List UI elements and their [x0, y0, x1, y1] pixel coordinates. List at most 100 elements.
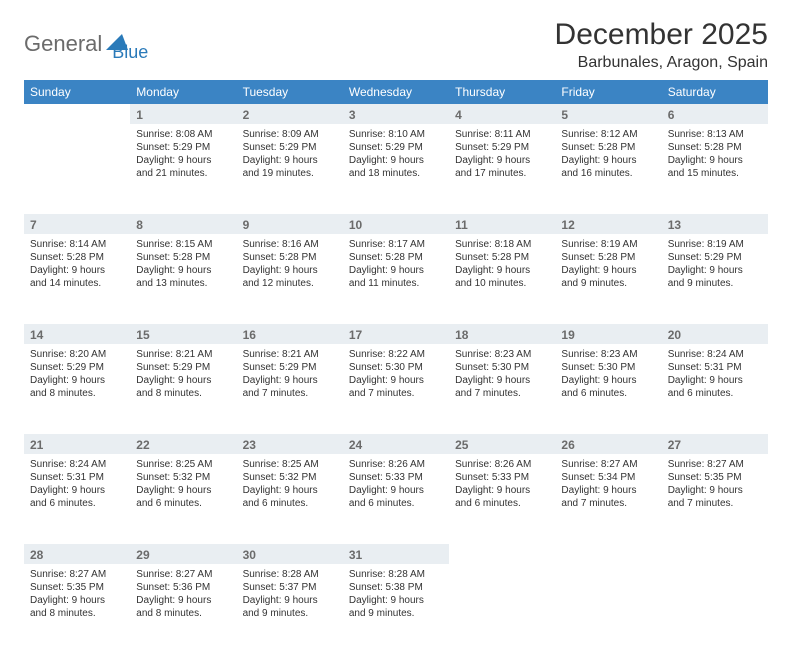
logo: General Blue — [24, 18, 148, 63]
day-cell: Sunrise: 8:26 AMSunset: 5:33 PMDaylight:… — [343, 454, 449, 544]
day-cell: Sunrise: 8:13 AMSunset: 5:28 PMDaylight:… — [662, 124, 768, 214]
day-content: Sunrise: 8:24 AMSunset: 5:31 PMDaylight:… — [668, 348, 762, 400]
day-cell: Sunrise: 8:27 AMSunset: 5:35 PMDaylight:… — [24, 564, 130, 654]
daylight-line: Daylight: 9 hours and 8 minutes. — [136, 594, 230, 620]
day-content: Sunrise: 8:23 AMSunset: 5:30 PMDaylight:… — [561, 348, 655, 400]
sunrise-line: Sunrise: 8:22 AM — [349, 348, 443, 361]
sunrise-line: Sunrise: 8:16 AM — [243, 238, 337, 251]
logo-text-general: General — [24, 31, 102, 57]
sunrise-line: Sunrise: 8:20 AM — [30, 348, 124, 361]
day-content: Sunrise: 8:11 AMSunset: 5:29 PMDaylight:… — [455, 128, 549, 180]
day-cell: Sunrise: 8:23 AMSunset: 5:30 PMDaylight:… — [555, 344, 661, 434]
day-content: Sunrise: 8:15 AMSunset: 5:28 PMDaylight:… — [136, 238, 230, 290]
day-number: 1 — [130, 104, 236, 124]
sunrise-line: Sunrise: 8:25 AM — [136, 458, 230, 471]
week-row: Sunrise: 8:27 AMSunset: 5:35 PMDaylight:… — [24, 564, 768, 654]
day-content: Sunrise: 8:20 AMSunset: 5:29 PMDaylight:… — [30, 348, 124, 400]
day-cell: Sunrise: 8:15 AMSunset: 5:28 PMDaylight:… — [130, 234, 236, 324]
day-content: Sunrise: 8:19 AMSunset: 5:29 PMDaylight:… — [668, 238, 762, 290]
day-cell: Sunrise: 8:25 AMSunset: 5:32 PMDaylight:… — [237, 454, 343, 544]
daylight-line: Daylight: 9 hours and 9 minutes. — [668, 264, 762, 290]
sunset-line: Sunset: 5:31 PM — [30, 471, 124, 484]
daylight-line: Daylight: 9 hours and 7 minutes. — [561, 484, 655, 510]
sunset-line: Sunset: 5:28 PM — [349, 251, 443, 264]
sunset-line: Sunset: 5:30 PM — [455, 361, 549, 374]
day-number: 24 — [343, 434, 449, 454]
daylight-line: Daylight: 9 hours and 17 minutes. — [455, 154, 549, 180]
daylight-line: Daylight: 9 hours and 12 minutes. — [243, 264, 337, 290]
sunrise-line: Sunrise: 8:26 AM — [349, 458, 443, 471]
day-number — [555, 544, 661, 564]
day-number: 25 — [449, 434, 555, 454]
sunrise-line: Sunrise: 8:10 AM — [349, 128, 443, 141]
sunrise-line: Sunrise: 8:15 AM — [136, 238, 230, 251]
sunset-line: Sunset: 5:28 PM — [561, 141, 655, 154]
daynum-row: 123456 — [24, 104, 768, 124]
day-cell: Sunrise: 8:28 AMSunset: 5:38 PMDaylight:… — [343, 564, 449, 654]
location-text: Barbunales, Aragon, Spain — [555, 54, 768, 72]
day-number: 31 — [343, 544, 449, 564]
day-content: Sunrise: 8:23 AMSunset: 5:30 PMDaylight:… — [455, 348, 549, 400]
day-content: Sunrise: 8:27 AMSunset: 5:35 PMDaylight:… — [668, 458, 762, 510]
day-cell: Sunrise: 8:21 AMSunset: 5:29 PMDaylight:… — [130, 344, 236, 434]
daylight-line: Daylight: 9 hours and 11 minutes. — [349, 264, 443, 290]
sunrise-line: Sunrise: 8:17 AM — [349, 238, 443, 251]
sunset-line: Sunset: 5:28 PM — [30, 251, 124, 264]
day-number — [449, 544, 555, 564]
day-number: 3 — [343, 104, 449, 124]
day-cell — [662, 564, 768, 654]
daylight-line: Daylight: 9 hours and 13 minutes. — [136, 264, 230, 290]
day-content: Sunrise: 8:09 AMSunset: 5:29 PMDaylight:… — [243, 128, 337, 180]
sunrise-line: Sunrise: 8:19 AM — [561, 238, 655, 251]
daylight-line: Daylight: 9 hours and 6 minutes. — [561, 374, 655, 400]
day-number: 6 — [662, 104, 768, 124]
logo-text-blue: Blue — [112, 42, 148, 63]
sunrise-line: Sunrise: 8:28 AM — [349, 568, 443, 581]
day-cell: Sunrise: 8:19 AMSunset: 5:28 PMDaylight:… — [555, 234, 661, 324]
day-number: 16 — [237, 324, 343, 344]
day-content: Sunrise: 8:13 AMSunset: 5:28 PMDaylight:… — [668, 128, 762, 180]
day-number — [662, 544, 768, 564]
day-cell: Sunrise: 8:16 AMSunset: 5:28 PMDaylight:… — [237, 234, 343, 324]
day-cell: Sunrise: 8:11 AMSunset: 5:29 PMDaylight:… — [449, 124, 555, 214]
day-header: Wednesday — [343, 80, 449, 104]
day-header: Tuesday — [237, 80, 343, 104]
sunset-line: Sunset: 5:35 PM — [668, 471, 762, 484]
sunset-line: Sunset: 5:30 PM — [561, 361, 655, 374]
day-header: Sunday — [24, 80, 130, 104]
day-number: 28 — [24, 544, 130, 564]
sunrise-line: Sunrise: 8:21 AM — [136, 348, 230, 361]
day-header: Friday — [555, 80, 661, 104]
day-cell: Sunrise: 8:10 AMSunset: 5:29 PMDaylight:… — [343, 124, 449, 214]
day-cell: Sunrise: 8:08 AMSunset: 5:29 PMDaylight:… — [130, 124, 236, 214]
sunset-line: Sunset: 5:30 PM — [349, 361, 443, 374]
day-cell: Sunrise: 8:17 AMSunset: 5:28 PMDaylight:… — [343, 234, 449, 324]
day-number: 17 — [343, 324, 449, 344]
day-content: Sunrise: 8:14 AMSunset: 5:28 PMDaylight:… — [30, 238, 124, 290]
week-row: Sunrise: 8:14 AMSunset: 5:28 PMDaylight:… — [24, 234, 768, 324]
sunrise-line: Sunrise: 8:25 AM — [243, 458, 337, 471]
day-number: 22 — [130, 434, 236, 454]
day-cell: Sunrise: 8:27 AMSunset: 5:34 PMDaylight:… — [555, 454, 661, 544]
day-content: Sunrise: 8:28 AMSunset: 5:37 PMDaylight:… — [243, 568, 337, 620]
daylight-line: Daylight: 9 hours and 7 minutes. — [668, 484, 762, 510]
day-content: Sunrise: 8:08 AMSunset: 5:29 PMDaylight:… — [136, 128, 230, 180]
day-content: Sunrise: 8:27 AMSunset: 5:34 PMDaylight:… — [561, 458, 655, 510]
day-cell: Sunrise: 8:24 AMSunset: 5:31 PMDaylight:… — [662, 344, 768, 434]
daylight-line: Daylight: 9 hours and 10 minutes. — [455, 264, 549, 290]
day-number: 10 — [343, 214, 449, 234]
daylight-line: Daylight: 9 hours and 16 minutes. — [561, 154, 655, 180]
sunset-line: Sunset: 5:28 PM — [668, 141, 762, 154]
day-number — [24, 104, 130, 124]
day-number: 23 — [237, 434, 343, 454]
daylight-line: Daylight: 9 hours and 14 minutes. — [30, 264, 124, 290]
sunrise-line: Sunrise: 8:21 AM — [243, 348, 337, 361]
daylight-line: Daylight: 9 hours and 8 minutes. — [30, 594, 124, 620]
page-title: December 2025 — [555, 18, 768, 52]
sunset-line: Sunset: 5:29 PM — [136, 141, 230, 154]
sunrise-line: Sunrise: 8:08 AM — [136, 128, 230, 141]
day-content: Sunrise: 8:22 AMSunset: 5:30 PMDaylight:… — [349, 348, 443, 400]
daylight-line: Daylight: 9 hours and 8 minutes. — [30, 374, 124, 400]
daylight-line: Daylight: 9 hours and 6 minutes. — [30, 484, 124, 510]
sunrise-line: Sunrise: 8:24 AM — [30, 458, 124, 471]
